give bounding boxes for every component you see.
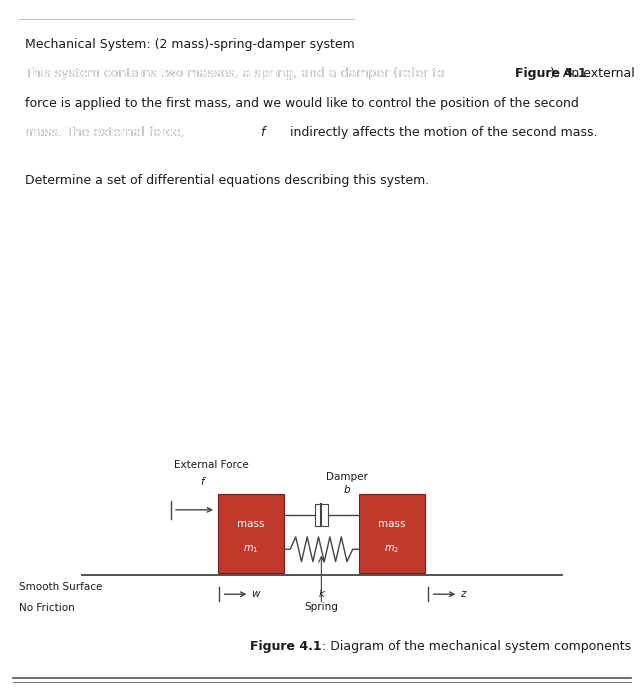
Text: $w$: $w$ [251,589,262,599]
FancyBboxPatch shape [315,503,328,526]
Text: Damper: Damper [327,472,368,482]
Text: Figure 4.1: Figure 4.1 [515,67,587,80]
Text: Determine a set of differential equations describing this system.: Determine a set of differential equation… [25,174,430,187]
Text: This system contains two masses, a spring, and a damper (refer to: This system contains two masses, a sprin… [25,67,449,80]
Text: mass: mass [237,519,265,529]
Text: mass. The external force,: mass. The external force, [25,127,189,139]
Text: $z$: $z$ [460,589,468,599]
Text: Spring: Spring [305,603,338,612]
Text: Mechanical System: (2 mass)-spring-damper system: Mechanical System: (2 mass)-spring-dampe… [25,38,355,51]
Text: b: b [344,485,351,496]
Text: mass. The external force,: mass. The external force, [25,127,189,139]
Text: No Friction: No Friction [19,603,75,613]
Text: Figure 4.1: Figure 4.1 [251,640,322,653]
Text: : Diagram of the mechanical system components: : Diagram of the mechanical system compo… [322,640,631,653]
Text: Smooth Surface: Smooth Surface [19,582,102,592]
FancyBboxPatch shape [359,494,425,573]
Text: indirectly affects the motion of the second mass.: indirectly affects the motion of the sec… [287,127,598,139]
FancyBboxPatch shape [218,494,284,573]
Text: $m_2$: $m_2$ [384,543,399,555]
Text: This system contains two masses, a spring, and a damper (refer to: This system contains two masses, a sprin… [25,67,449,80]
Text: mass: mass [378,519,406,529]
Text: External Force: External Force [174,460,249,470]
Text: force is applied to the first mass, and we would like to control the position of: force is applied to the first mass, and … [25,97,579,110]
Text: f: f [200,477,204,487]
Text: k: k [318,589,325,598]
Text: ). An external: ). An external [550,67,634,80]
Text: $m_1$: $m_1$ [243,543,258,555]
Text: f: f [260,127,265,139]
